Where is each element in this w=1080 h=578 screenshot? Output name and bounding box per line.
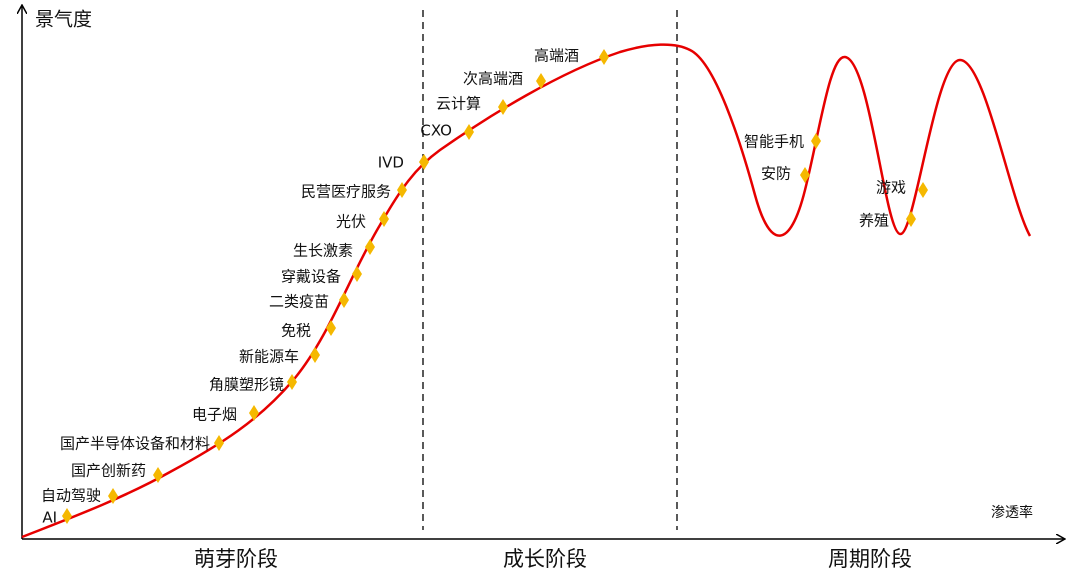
point-label: 生长激素 bbox=[293, 242, 353, 260]
y-axis-label: 景气度 bbox=[35, 9, 92, 31]
diamond-marker bbox=[339, 292, 349, 308]
diamond-marker bbox=[153, 467, 163, 483]
point-label: 安防 bbox=[761, 165, 791, 183]
diamond-marker bbox=[287, 374, 297, 390]
diamond-marker bbox=[800, 167, 810, 183]
point-label: 国产创新药 bbox=[71, 462, 146, 480]
x-axis-label: 渗透率 bbox=[991, 504, 1033, 521]
stage-label: 萌芽阶段 bbox=[194, 547, 278, 571]
diamond-marker bbox=[352, 266, 362, 282]
diamond-marker bbox=[310, 347, 320, 363]
diamond-marker bbox=[108, 488, 118, 504]
point-label: CXO bbox=[420, 122, 452, 140]
diamond-marker bbox=[365, 239, 375, 255]
stage-label: 周期阶段 bbox=[828, 547, 912, 571]
point-label: 二类疫苗 bbox=[269, 293, 329, 311]
diamond-marker bbox=[918, 182, 928, 198]
points: AI 自动驾驶 国产创新药 国产半导体设备和材料 电子烟 角膜塑形镜 新能源车 免税 二类疫苗 穿… bbox=[41, 47, 928, 527]
diamond-marker bbox=[498, 99, 508, 115]
diamond-marker bbox=[249, 405, 259, 421]
diamond-marker bbox=[536, 73, 546, 89]
point-label: 养殖 bbox=[859, 212, 889, 230]
point-label: 新能源车 bbox=[239, 348, 299, 366]
point-label: 次高端酒 bbox=[463, 70, 523, 88]
point-label: 电子烟 bbox=[192, 406, 237, 424]
point-label: 自动驾驶 bbox=[41, 487, 101, 505]
point-label: 高端酒 bbox=[534, 47, 579, 65]
point-label: 智能手机 bbox=[744, 133, 804, 151]
diamond-marker bbox=[464, 124, 474, 140]
diamond-marker bbox=[379, 211, 389, 227]
point-label: AI bbox=[42, 509, 57, 527]
stage-label: 成长阶段 bbox=[503, 547, 587, 571]
point-label: 穿戴设备 bbox=[281, 268, 341, 286]
point-label: 国产半导体设备和材料 bbox=[60, 435, 210, 453]
point-label: 民营医疗服务 bbox=[301, 183, 391, 201]
point-label: 光伏 bbox=[336, 213, 366, 231]
diamond-marker bbox=[419, 154, 429, 170]
diamond-marker bbox=[214, 435, 224, 451]
diamond-marker bbox=[811, 133, 821, 149]
diamond-marker bbox=[906, 211, 916, 227]
diamond-marker bbox=[397, 182, 407, 198]
diamond-marker bbox=[599, 49, 609, 65]
point-label: 角膜塑形镜 bbox=[209, 376, 284, 394]
point-label: 免税 bbox=[281, 322, 311, 340]
point-label: 云计算 bbox=[436, 95, 481, 113]
diamond-marker bbox=[326, 320, 336, 336]
point-label: IVD bbox=[378, 154, 404, 172]
point-label: 游戏 bbox=[876, 179, 906, 197]
diamond-marker bbox=[62, 508, 72, 524]
curve bbox=[21, 43, 1032, 539]
